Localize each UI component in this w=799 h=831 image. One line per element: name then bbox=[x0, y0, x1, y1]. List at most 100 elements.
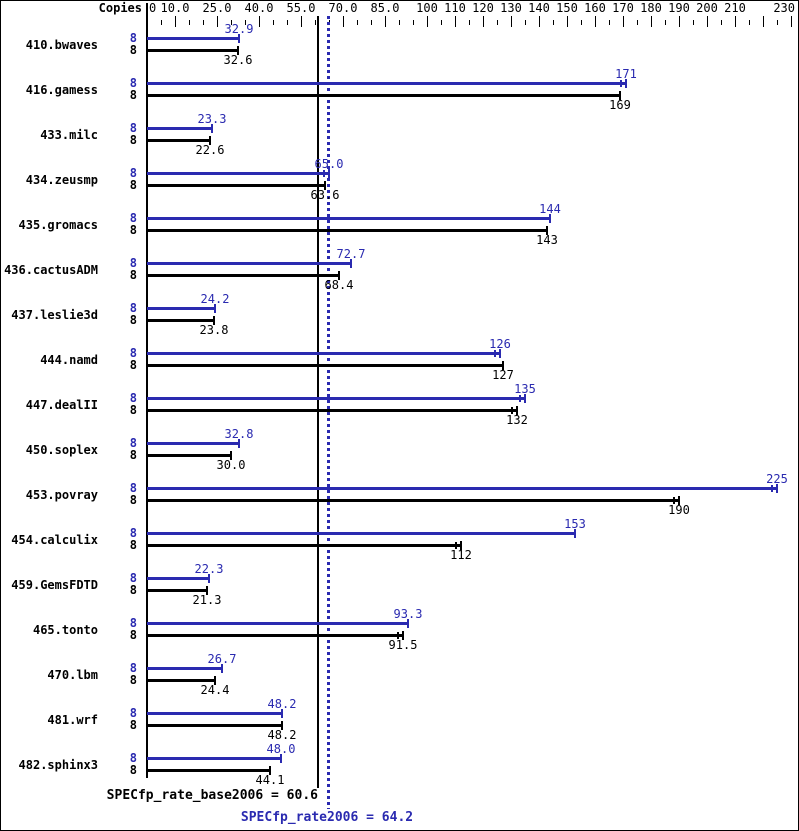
peak-bar-end-cap bbox=[350, 259, 352, 268]
copies-value-base: 8 bbox=[129, 88, 137, 102]
axis-tick-label: 120 bbox=[472, 1, 494, 15]
copies-value-peak: 8 bbox=[129, 31, 137, 45]
copies-value-peak: 8 bbox=[129, 526, 137, 540]
axis-major-tick bbox=[567, 16, 568, 27]
base-value-label: 132 bbox=[506, 413, 528, 427]
base-bar-end-cap bbox=[546, 226, 548, 235]
benchmark-name: 435.gromacs bbox=[18, 218, 98, 232]
base-value-label: 30.0 bbox=[216, 458, 246, 472]
base-bar bbox=[147, 589, 208, 592]
copies-value-peak: 8 bbox=[129, 121, 137, 135]
benchmark-name: 459.GemsFDTD bbox=[11, 578, 98, 592]
copies-value-peak: 8 bbox=[129, 706, 137, 720]
axis-major-tick bbox=[735, 16, 736, 27]
benchmark-name: 450.soplex bbox=[25, 443, 98, 457]
base-bar-end-cap bbox=[269, 766, 271, 775]
axis-tick-label: 200 bbox=[696, 1, 718, 15]
base-value-label: 32.6 bbox=[223, 53, 253, 67]
axis-tick-label: 230 bbox=[773, 1, 795, 15]
axis-major-tick bbox=[343, 16, 344, 27]
base-bar bbox=[147, 229, 548, 232]
peak-value-label: 26.7 bbox=[207, 652, 237, 666]
axis-minor-tick bbox=[581, 20, 582, 25]
axis-tick-label: 160 bbox=[584, 1, 606, 15]
axis-tick-label: 100 bbox=[416, 1, 438, 15]
copies-value-base: 8 bbox=[129, 358, 137, 372]
base-bar-end-cap bbox=[619, 91, 621, 100]
benchmark-name: 436.cactusADM bbox=[4, 263, 98, 277]
base-value-label: 112 bbox=[450, 548, 472, 562]
peak-value-label: 126 bbox=[489, 337, 511, 351]
peak-summary-text: SPECfp_rate2006 = 64.2 bbox=[240, 810, 414, 825]
base-bar-end-cap bbox=[516, 406, 518, 415]
copies-value-base: 8 bbox=[129, 403, 137, 417]
axis-minor-tick bbox=[749, 20, 750, 25]
axis-minor-tick bbox=[497, 20, 498, 25]
axis-minor-tick bbox=[315, 20, 316, 25]
base-bar bbox=[147, 319, 215, 322]
base-bar-end-cap bbox=[460, 541, 462, 550]
axis-major-tick bbox=[483, 16, 484, 27]
peak-bar bbox=[147, 397, 526, 400]
peak-bar-error-cap bbox=[519, 395, 521, 402]
axis-tick-label: 170 bbox=[612, 1, 634, 15]
axis-tick-label: 210 bbox=[724, 1, 746, 15]
base-bar bbox=[147, 184, 326, 187]
copies-value-peak: 8 bbox=[129, 481, 137, 495]
axis-tick-label: 55.0 bbox=[286, 1, 316, 15]
axis-major-tick bbox=[455, 16, 456, 27]
axis-minor-tick bbox=[525, 20, 526, 25]
peak-bar-end-cap bbox=[524, 394, 526, 403]
copies-value-peak: 8 bbox=[129, 346, 137, 360]
base-bar-error-cap bbox=[673, 497, 675, 504]
peak-bar-end-cap bbox=[776, 484, 778, 493]
peak-bar-end-cap bbox=[549, 214, 551, 223]
copies-value-peak: 8 bbox=[129, 616, 137, 630]
peak-bar-end-cap bbox=[407, 619, 409, 628]
copies-value-peak: 8 bbox=[129, 661, 137, 675]
peak-bar-error-cap bbox=[494, 350, 496, 357]
axis-minor-tick bbox=[441, 20, 442, 25]
peak-value-label: 48.0 bbox=[266, 742, 296, 756]
base-value-label: 21.3 bbox=[192, 593, 222, 607]
peak-bar bbox=[147, 172, 330, 175]
copies-value-peak: 8 bbox=[129, 391, 137, 405]
peak-bar bbox=[147, 442, 240, 445]
peak-bar-error-cap bbox=[771, 485, 773, 492]
peak-value-label: 144 bbox=[539, 202, 561, 216]
peak-bar bbox=[147, 622, 409, 625]
peak-bar-end-cap bbox=[280, 754, 282, 763]
peak-bar-error-cap bbox=[620, 80, 622, 87]
peak-bar bbox=[147, 577, 210, 580]
copies-value-base: 8 bbox=[129, 583, 137, 597]
axis-tick-label: 150 bbox=[556, 1, 578, 15]
copies-value-peak: 8 bbox=[129, 166, 137, 180]
base-value-label: 169 bbox=[609, 98, 631, 112]
base-bar-end-cap bbox=[230, 451, 232, 460]
axis-major-tick bbox=[651, 16, 652, 27]
axis-minor-tick bbox=[553, 20, 554, 25]
peak-bar-end-cap bbox=[211, 124, 213, 133]
copies-value-base: 8 bbox=[129, 223, 137, 237]
base-value-label: 44.1 bbox=[255, 773, 285, 787]
base-value-label: 127 bbox=[492, 368, 514, 382]
peak-bar-end-cap bbox=[574, 529, 576, 538]
peak-bar bbox=[147, 217, 551, 220]
copies-value-base: 8 bbox=[129, 673, 137, 687]
base-value-label: 190 bbox=[668, 503, 690, 517]
y-axis-line bbox=[146, 3, 148, 778]
benchmark-name: 447.dealII bbox=[25, 398, 98, 412]
peak-value-label: 225 bbox=[766, 472, 788, 486]
axis-major-tick bbox=[301, 16, 302, 27]
axis-tick-label: 0 bbox=[149, 1, 157, 15]
axis-major-tick bbox=[259, 16, 260, 27]
base-bar-end-cap bbox=[281, 721, 283, 730]
base-bar bbox=[147, 499, 680, 502]
axis-minor-tick bbox=[777, 20, 778, 25]
peak-value-label: 72.7 bbox=[336, 247, 366, 261]
peak-bar bbox=[147, 82, 627, 85]
copies-value-peak: 8 bbox=[129, 76, 137, 90]
axis-tick-label: 140 bbox=[528, 1, 550, 15]
copies-value-base: 8 bbox=[129, 448, 137, 462]
